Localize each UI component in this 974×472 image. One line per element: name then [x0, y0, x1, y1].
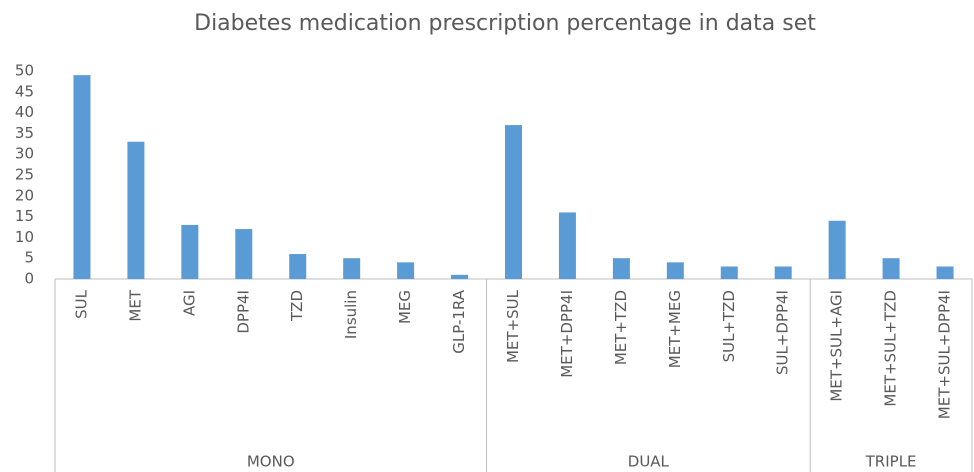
x-tick-label: MET+SUL+AGI: [828, 290, 846, 402]
y-tick-label: 20: [15, 186, 34, 204]
bar: [127, 141, 145, 279]
x-tick-label: MEG: [396, 290, 414, 324]
y-tick-label: 15: [15, 207, 34, 225]
bar: [235, 229, 253, 279]
x-tick-label: TZD: [288, 290, 306, 322]
bar: [397, 262, 415, 279]
bar: [936, 266, 954, 279]
y-tick-label: 30: [15, 145, 34, 163]
group-label: DUAL: [628, 453, 670, 471]
y-tick-label: 5: [24, 249, 34, 267]
x-tick-label: MET: [126, 289, 144, 321]
x-tick-label: MET+SUL: [504, 289, 522, 363]
y-tick-label: 35: [15, 124, 34, 142]
bar: [882, 258, 900, 279]
x-tick-label: SUL+TZD: [720, 290, 738, 362]
bar: [289, 254, 307, 279]
x-tick-label: SUL+DPP4I: [774, 290, 792, 375]
x-tick-label: MET+SUL+TZD: [882, 290, 900, 407]
y-tick-label: 45: [15, 82, 34, 100]
bar: [612, 258, 630, 279]
bar: [720, 266, 738, 279]
y-tick-label: 0: [24, 270, 34, 288]
bar: [343, 258, 361, 279]
bar: [558, 212, 576, 279]
x-tick-label: Insulin: [342, 290, 360, 339]
bar: [774, 266, 792, 279]
x-tick-label: DPP4I: [234, 290, 252, 334]
y-tick-label: 25: [15, 166, 34, 184]
y-tick-label: 10: [15, 228, 34, 246]
bar: [451, 274, 469, 279]
y-tick-label: 40: [15, 103, 34, 121]
bar: [828, 220, 846, 279]
bar: [505, 125, 522, 279]
bar: [73, 75, 91, 279]
group-label: TRIPLE: [865, 453, 917, 471]
x-tick-label: SUL: [72, 289, 90, 319]
y-tick-label: 50: [15, 62, 34, 80]
bar: [181, 224, 199, 279]
x-tick-label: MET+MEG: [666, 290, 684, 368]
x-tick-label: GLP-1RA: [450, 289, 468, 353]
group-label: MONO: [247, 453, 295, 471]
x-tick-label: MET+TZD: [612, 290, 630, 365]
x-tick-label: MET+DPP4I: [558, 290, 576, 378]
x-tick-label: AGI: [180, 290, 198, 316]
chart-title: Diabetes medication prescription percent…: [194, 11, 816, 36]
bar: [666, 262, 684, 279]
x-tick-label: MET+SUL+DPP4I: [936, 290, 954, 419]
